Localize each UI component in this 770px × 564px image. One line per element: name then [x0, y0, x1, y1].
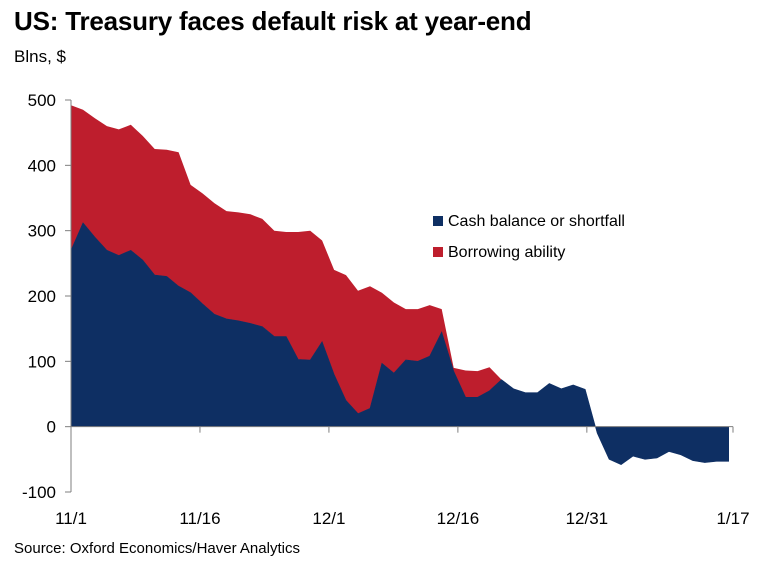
y-tick-label: 400	[28, 156, 56, 175]
axes: -100 0 100 200 300 400 500 11/1 11/16 12/1 12/16 12…	[22, 91, 750, 528]
legend-label: Borrowing ability	[448, 244, 565, 261]
x-tick-label: 11/1	[55, 509, 87, 528]
y-tick-label: 0	[47, 418, 56, 437]
y-tick-label: -100	[22, 483, 56, 502]
chart-title: US: Treasury faces default risk at year-…	[14, 6, 532, 36]
area-cash-balance	[70, 222, 729, 465]
x-tick-label: 12/31	[566, 509, 609, 528]
legend: Cash balance or shortfall Borrowing abili…	[433, 213, 625, 261]
legend-swatch	[433, 216, 443, 226]
source-note: Source: Oxford Economics/Haver Analytics	[14, 540, 300, 557]
legend-label: Cash balance or shortfall	[448, 213, 625, 230]
y-tick-label: 300	[28, 222, 56, 241]
area-borrowing-ability	[71, 105, 729, 465]
area-series-group	[70, 105, 729, 465]
y-tick-label: 200	[28, 287, 56, 306]
y-tick-label: 100	[28, 352, 56, 371]
unit-label: Blns, $	[14, 47, 66, 66]
x-tick-label: 12/1	[312, 509, 345, 528]
x-tick-label: 1/17	[716, 509, 749, 528]
y-tick-label: 500	[28, 91, 56, 110]
legend-swatch	[433, 247, 443, 257]
x-tick-label: 12/16	[437, 509, 480, 528]
x-tick-label: 11/16	[179, 509, 220, 528]
